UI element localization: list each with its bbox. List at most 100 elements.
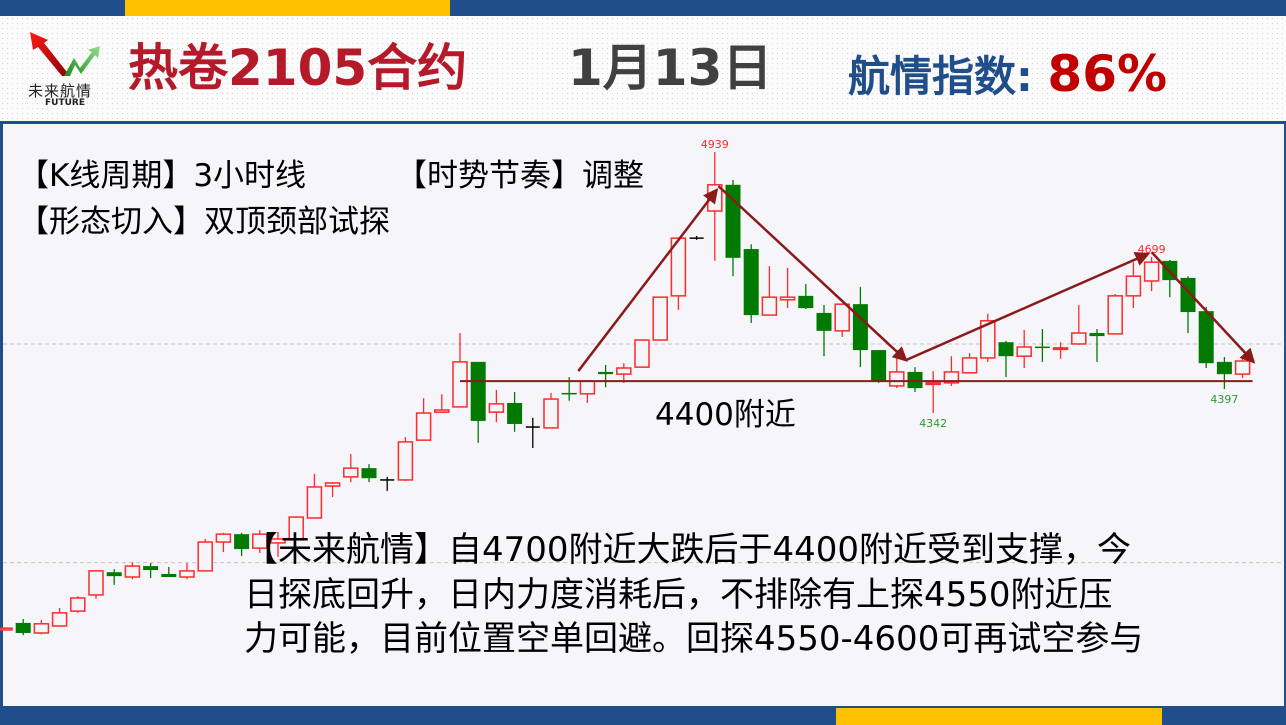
candle (143, 563, 159, 578)
price-label: 4397 (1210, 393, 1238, 406)
candle (707, 152, 723, 261)
candle-body (215, 533, 232, 543)
rhythm-note: 【时势节奏】调整 (396, 158, 644, 194)
candle-body (51, 612, 68, 627)
candle (743, 244, 759, 323)
candle (670, 237, 687, 310)
price-label: 4939 (701, 138, 729, 151)
candle-body (0, 627, 13, 631)
candle-body (161, 573, 177, 578)
candle-body (197, 541, 213, 572)
candle-body (488, 403, 505, 413)
commentary-line-2: 日探底回升，日内力度消耗后，不排除有上探4550附近压 (244, 575, 1113, 615)
candle (124, 562, 141, 580)
candle (1071, 305, 1087, 345)
candle (798, 284, 814, 309)
candle (488, 389, 505, 423)
candle (215, 532, 232, 553)
candle (470, 361, 486, 443)
candle-body (543, 398, 559, 429)
candle (852, 287, 868, 368)
candle-body (234, 534, 250, 550)
candle (197, 538, 213, 572)
candle-body (106, 572, 122, 577)
candle-body (343, 467, 359, 478)
candle (871, 350, 887, 383)
header (0, 16, 1286, 121)
candle-body (252, 533, 268, 549)
logo-text-en: FUTURE (45, 98, 85, 108)
candle (907, 367, 923, 393)
candle-body (70, 597, 86, 612)
candle (634, 339, 650, 368)
candle-body (452, 361, 468, 408)
candle-body (798, 295, 814, 309)
candle-body (743, 249, 759, 316)
candle-body (1071, 332, 1087, 345)
candle-body (579, 380, 596, 395)
candle-body (33, 623, 50, 634)
candle (234, 532, 250, 557)
candle-body (1034, 346, 1050, 349)
candle (324, 482, 341, 497)
candle (161, 566, 177, 578)
candle-body (288, 516, 304, 541)
candle-body (507, 402, 523, 424)
candle (270, 531, 286, 557)
top-bar (0, 0, 1286, 16)
candle (779, 267, 796, 309)
candle (925, 371, 941, 414)
candle (1198, 306, 1214, 369)
candle (306, 473, 323, 519)
candle (998, 340, 1014, 378)
trend-arrow (717, 185, 908, 362)
candle (70, 596, 86, 613)
candle-body (15, 622, 31, 633)
candle (434, 394, 450, 414)
pattern-note: 【形态切入】双顶颈部试探 (18, 204, 390, 240)
candle-body (306, 486, 323, 519)
logo: 未来航情 FUTURE (18, 30, 113, 110)
candle (252, 530, 268, 553)
candle (525, 417, 540, 449)
candle (1034, 329, 1050, 362)
candle (1125, 262, 1142, 309)
candle-body (1052, 347, 1069, 351)
candle (1052, 342, 1069, 359)
candle-body (561, 392, 577, 395)
support-label: 4400附近 (655, 397, 796, 433)
candle (179, 563, 195, 580)
kline-period-note: 【K线周期】3小时线 (18, 158, 307, 194)
trend-arrow (905, 252, 1151, 362)
candle (33, 619, 50, 635)
candle (1016, 329, 1032, 369)
candle (51, 608, 68, 627)
candle (1089, 329, 1105, 362)
candle-body (616, 367, 632, 375)
candle (980, 313, 996, 362)
candle-body (925, 382, 941, 386)
candle-body (889, 371, 905, 387)
index-label: 航情指数: (848, 52, 1033, 101)
date-title: 1月13日 (568, 39, 773, 97)
candle (761, 266, 778, 316)
candle (689, 235, 704, 240)
candle-body (779, 296, 796, 301)
candle-body (1180, 277, 1196, 313)
bottom-bar (0, 706, 1286, 725)
candle-body (1089, 333, 1105, 337)
candle (816, 305, 832, 357)
candle (1107, 294, 1123, 335)
candle-body (943, 371, 960, 384)
commentary-line-1: 【未来航情】自4700附近大跌后于4400附近受到支撑，今 (244, 530, 1132, 570)
candle (0, 627, 13, 631)
candle (1143, 256, 1160, 292)
candle-body (415, 412, 432, 441)
trend-arrow (1150, 251, 1256, 364)
candle-body (907, 371, 923, 389)
candle-body (143, 566, 159, 571)
candle (88, 570, 104, 599)
candle-body (871, 350, 887, 382)
candle (15, 618, 31, 636)
candle-body (634, 339, 650, 368)
